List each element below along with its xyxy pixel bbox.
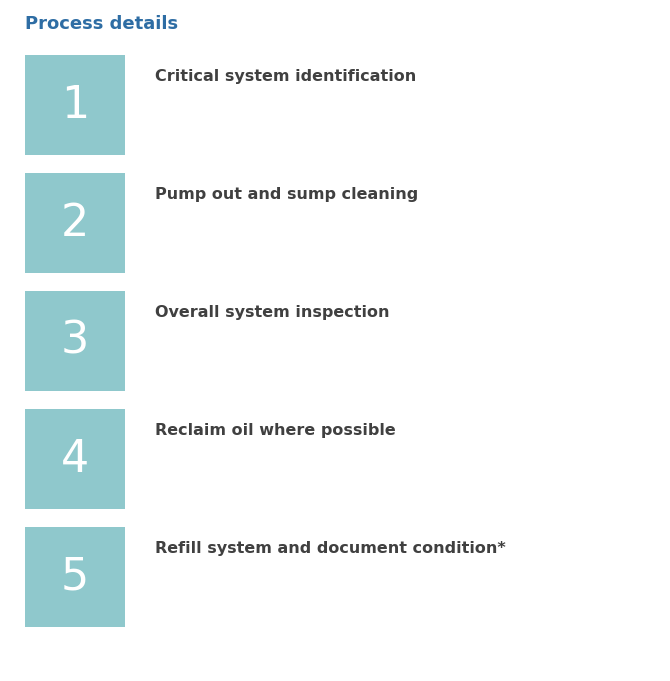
Bar — [25, 291, 125, 391]
Text: Pump out and sump cleaning: Pump out and sump cleaning — [155, 187, 418, 202]
Text: 1: 1 — [61, 84, 89, 127]
Text: Refill system and document condition*: Refill system and document condition* — [155, 541, 506, 556]
Text: 4: 4 — [61, 437, 89, 481]
Text: 2: 2 — [61, 202, 89, 244]
Text: Process details: Process details — [25, 15, 178, 33]
Bar — [25, 55, 125, 155]
Bar — [25, 527, 125, 627]
Text: 5: 5 — [61, 556, 89, 599]
Bar — [25, 409, 125, 509]
Bar — [25, 173, 125, 273]
Text: Overall system inspection: Overall system inspection — [155, 305, 389, 320]
Text: Reclaim oil where possible: Reclaim oil where possible — [155, 423, 396, 438]
Text: 3: 3 — [61, 319, 89, 362]
Text: Critical system identification: Critical system identification — [155, 69, 416, 84]
